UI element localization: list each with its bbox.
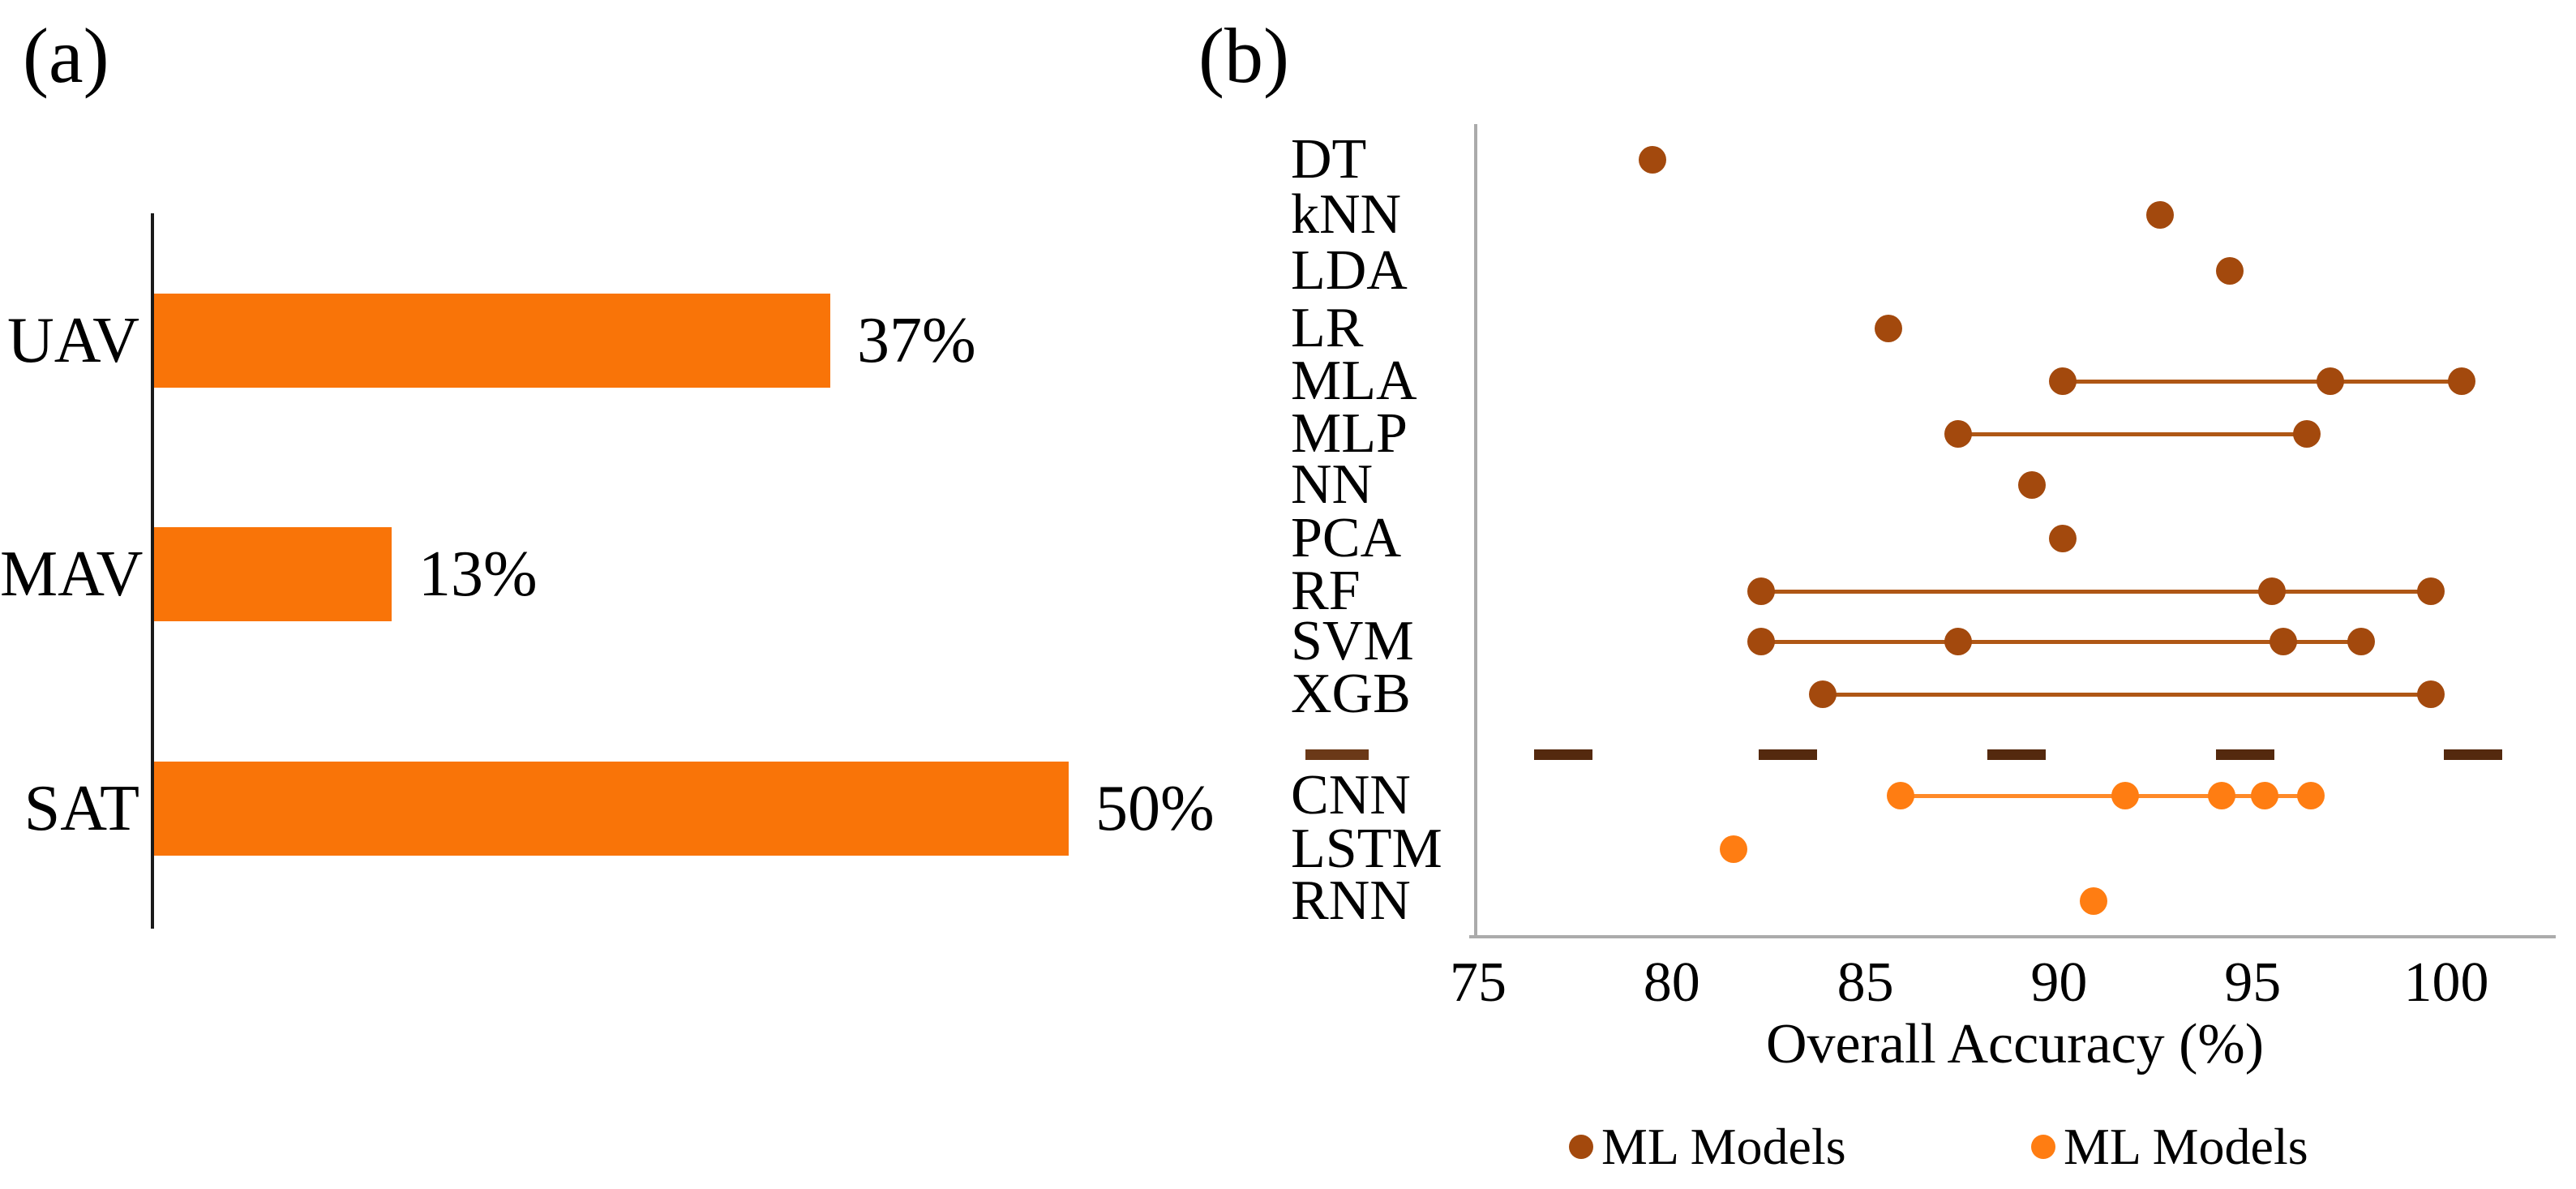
range-line: [1958, 431, 2308, 436]
bar-value-label: 50%: [1095, 773, 1215, 844]
bar: [154, 762, 1069, 856]
category-label: SVM: [1291, 610, 1414, 672]
data-point-dot: [2258, 577, 2287, 605]
data-point-dot: [1720, 835, 1748, 863]
data-point-dot: [1944, 628, 1973, 655]
separator-dash: [1534, 749, 1593, 760]
data-point-dot: [1747, 577, 1775, 605]
legend: ML Models ML Models: [0, 1103, 2576, 1176]
data-point-dot: [2049, 367, 2077, 395]
separator-dash: [2444, 749, 2503, 760]
range-line: [1760, 639, 2361, 644]
category-label: MLP: [1291, 402, 1408, 465]
data-point-dot: [2270, 628, 2298, 655]
category-label: DT: [1291, 128, 1367, 191]
data-point-dot: [2250, 782, 2278, 809]
legend-dot-icon: [1569, 1135, 1593, 1159]
category-label: LDA: [1291, 239, 1408, 302]
range-line: [1823, 692, 2431, 697]
legend-label: ML Models: [1601, 1118, 1846, 1175]
panel-b-plot: DT kNN LDA LR MLA MLP NN PCA RF SVM XGB CNN LSTM RNN 7…: [1176, 0, 2576, 1189]
data-point-dot: [2049, 525, 2077, 552]
category-label: LR: [1291, 297, 1364, 359]
data-point-dot: [2296, 782, 2325, 809]
x-tick-label: 100: [2403, 951, 2489, 1014]
data-point-dot: [1944, 420, 1973, 448]
range-line: [1900, 793, 2311, 798]
data-point-dot: [2080, 887, 2108, 915]
data-point-dot: [2416, 680, 2445, 708]
data-point-dot: [1809, 680, 1837, 708]
x-tick-label: 80: [1643, 951, 1700, 1014]
x-tick-label: 90: [2030, 951, 2088, 1014]
category-label: MLA: [1291, 350, 1417, 412]
bar: [154, 294, 830, 388]
x-tick-label: 85: [1837, 951, 1894, 1014]
y-axis-line: [151, 213, 154, 929]
data-point-dot: [2111, 782, 2139, 809]
x-tick-label: 95: [2224, 951, 2282, 1014]
category-label: LSTM: [1291, 818, 1442, 880]
legend-label: ML Models: [2064, 1118, 2308, 1175]
separator-dash: [1759, 749, 1818, 760]
bar-value-label: 13%: [418, 539, 538, 610]
category-label: kNN: [1291, 183, 1402, 246]
data-point-dot: [2017, 471, 2046, 499]
data-point-dot: [1875, 315, 1903, 342]
y-axis-line: [1474, 124, 1477, 937]
data-point-dot: [2207, 782, 2235, 809]
data-point-dot: [2145, 201, 2174, 229]
data-point-dot: [1886, 782, 1914, 809]
category-label: RF: [1291, 560, 1361, 622]
data-point-dot: [1747, 628, 1775, 655]
data-point-dot: [2416, 577, 2445, 605]
legend-item: ML Models: [2031, 1118, 2308, 1176]
category-label: PCA: [1291, 507, 1402, 569]
legend-dot-icon: [2031, 1135, 2055, 1159]
bar-value-label: 37%: [857, 305, 976, 376]
category-label: NN: [1291, 453, 1374, 516]
data-point-dot: [2347, 628, 2375, 655]
data-point-dot: [2316, 367, 2344, 395]
x-tick-label: 75: [1450, 951, 1507, 1014]
category-label: XGB: [1291, 663, 1411, 725]
panel-a-plot: UAV 37% MAV 13% SAT 50%: [0, 0, 1215, 973]
bar-category-label: MAV: [0, 539, 144, 610]
legend-item: ML Models: [1569, 1118, 1846, 1176]
range-line: [2063, 379, 2462, 384]
category-label: CNN: [1291, 764, 1411, 826]
separator-dash: [1987, 749, 2046, 760]
category-label: RNN: [1291, 869, 1411, 932]
x-axis-line: [1469, 935, 2556, 938]
separator-row-label: [1305, 749, 1369, 760]
data-point-dot: [2293, 420, 2321, 448]
bar-category-label: SAT: [24, 773, 139, 844]
data-point-dot: [2448, 367, 2476, 395]
range-line: [1760, 589, 2431, 594]
bar-category-label: UAV: [6, 305, 139, 376]
data-point-dot: [1638, 146, 1666, 174]
separator-dash: [2215, 749, 2274, 760]
panel-b-label: (b): [1198, 12, 1289, 99]
x-axis-title: Overall Accuracy (%): [1765, 1013, 2265, 1075]
panel-a-label: (a): [23, 12, 109, 99]
bar: [154, 527, 392, 621]
data-point-dot: [2215, 257, 2244, 285]
